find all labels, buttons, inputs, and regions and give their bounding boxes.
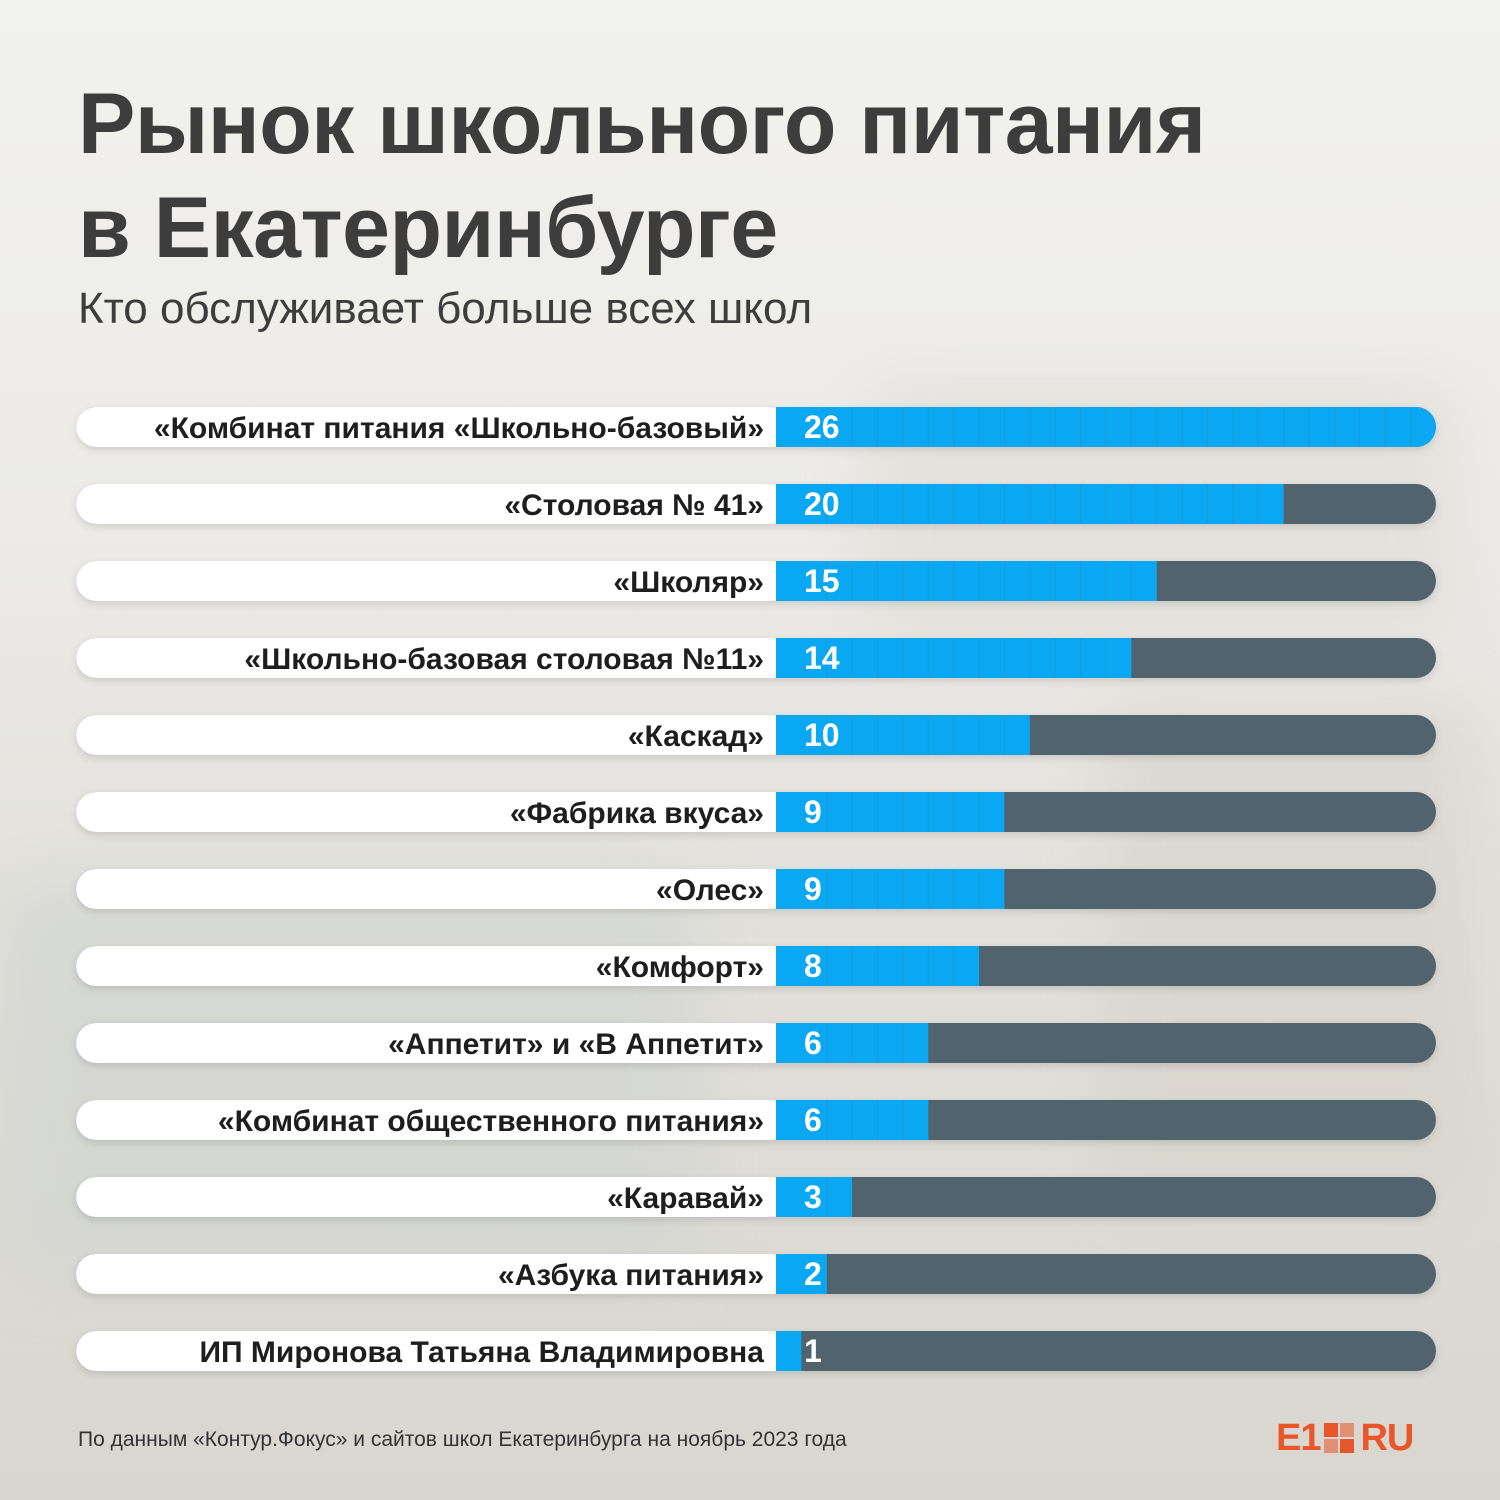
logo-squares-icon	[1324, 1423, 1355, 1453]
bar-value	[776, 792, 1005, 832]
bar-value	[776, 1254, 827, 1294]
label-background	[76, 484, 776, 524]
title-line-2: в Екатеринбурге	[78, 180, 778, 276]
bar-value	[776, 561, 1157, 601]
bar-value	[776, 1331, 802, 1371]
bar-row: «Каравай» 3	[76, 1177, 1436, 1217]
value-label: 14	[804, 640, 840, 676]
label-background	[76, 946, 776, 986]
category-label: «Школьно-базовая столовая №11»	[244, 643, 764, 676]
label-background	[76, 407, 776, 447]
bar-row: «Комфорт» 8	[76, 946, 1436, 986]
category-label: «Аппетит» и «В Аппетит»	[388, 1028, 764, 1061]
category-label: «Азбука питания»	[498, 1259, 764, 1292]
brand-logo: E1 RU	[1276, 1416, 1414, 1459]
bar-row: «Каскад» 10	[76, 715, 1436, 755]
title-line-1: Рынок школьного питания	[78, 76, 1206, 172]
bar-row: «Аппетит» и «В Аппетит» 6	[76, 1023, 1436, 1063]
value-label: 3	[804, 1179, 822, 1215]
value-label: 10	[804, 717, 840, 753]
bar-row: «Комбинат питания «Школьно-базовый» 26	[76, 407, 1436, 447]
page-title: Рынок школьного питания в Екатеринбурге	[78, 72, 1206, 280]
label-background	[76, 638, 776, 678]
bar-row: «Школяр» 15	[76, 561, 1436, 601]
category-label: «Столовая № 41»	[504, 489, 764, 522]
label-background	[76, 792, 776, 832]
label-background	[76, 561, 776, 601]
value-label: 8	[804, 948, 822, 984]
value-label: 1	[804, 1333, 822, 1369]
category-label: ИП Миронова Татьяна Владимировна	[199, 1336, 764, 1369]
bar-row: «Столовая № 41» 20	[76, 484, 1436, 524]
label-background	[76, 715, 776, 755]
source-note: По данным «Контур.Фокус» и сайтов школ Е…	[78, 1428, 847, 1451]
category-label: «Школяр»	[613, 566, 764, 599]
category-label: «Комфорт»	[596, 951, 764, 984]
value-label: 2	[804, 1256, 822, 1292]
bar-row: «Школьно-базовая столовая №11» 14	[76, 638, 1436, 678]
value-label: 9	[804, 794, 822, 830]
bar-row: «Олес» 9	[76, 869, 1436, 909]
category-label: «Каравай»	[607, 1182, 764, 1215]
logo-text-left: E1	[1276, 1416, 1321, 1459]
page-subtitle: Кто обслуживает больше всех школ	[78, 284, 813, 333]
bar-row: ИП Миронова Татьяна Владимировна 1	[76, 1331, 1436, 1371]
value-label: 9	[804, 871, 822, 907]
bar-row: «Азбука питания» 2	[76, 1254, 1436, 1294]
category-label: «Комбинат питания «Школьно-базовый»	[154, 412, 764, 445]
label-background	[76, 869, 776, 909]
label-background	[76, 1100, 776, 1140]
category-label: «Каскад»	[628, 720, 764, 753]
label-background	[76, 1254, 776, 1294]
bar-row: «Комбинат общественного питания» 6	[76, 1100, 1436, 1140]
value-label: 15	[804, 563, 840, 599]
category-label: «Фабрика вкуса»	[510, 797, 764, 830]
bar-value	[776, 869, 1005, 909]
label-background	[76, 1023, 776, 1063]
bar-row: «Фабрика вкуса» 9	[76, 792, 1436, 832]
value-label: 26	[804, 409, 840, 445]
bar-value	[776, 1177, 853, 1217]
value-label: 20	[804, 486, 840, 522]
logo-text-right: RU	[1360, 1416, 1414, 1459]
category-label: «Олес»	[656, 874, 764, 907]
value-label: 6	[804, 1102, 822, 1138]
label-background	[76, 1331, 776, 1371]
value-label: 6	[804, 1025, 822, 1061]
category-label: «Комбинат общественного питания»	[218, 1105, 764, 1138]
label-background	[76, 1177, 776, 1217]
